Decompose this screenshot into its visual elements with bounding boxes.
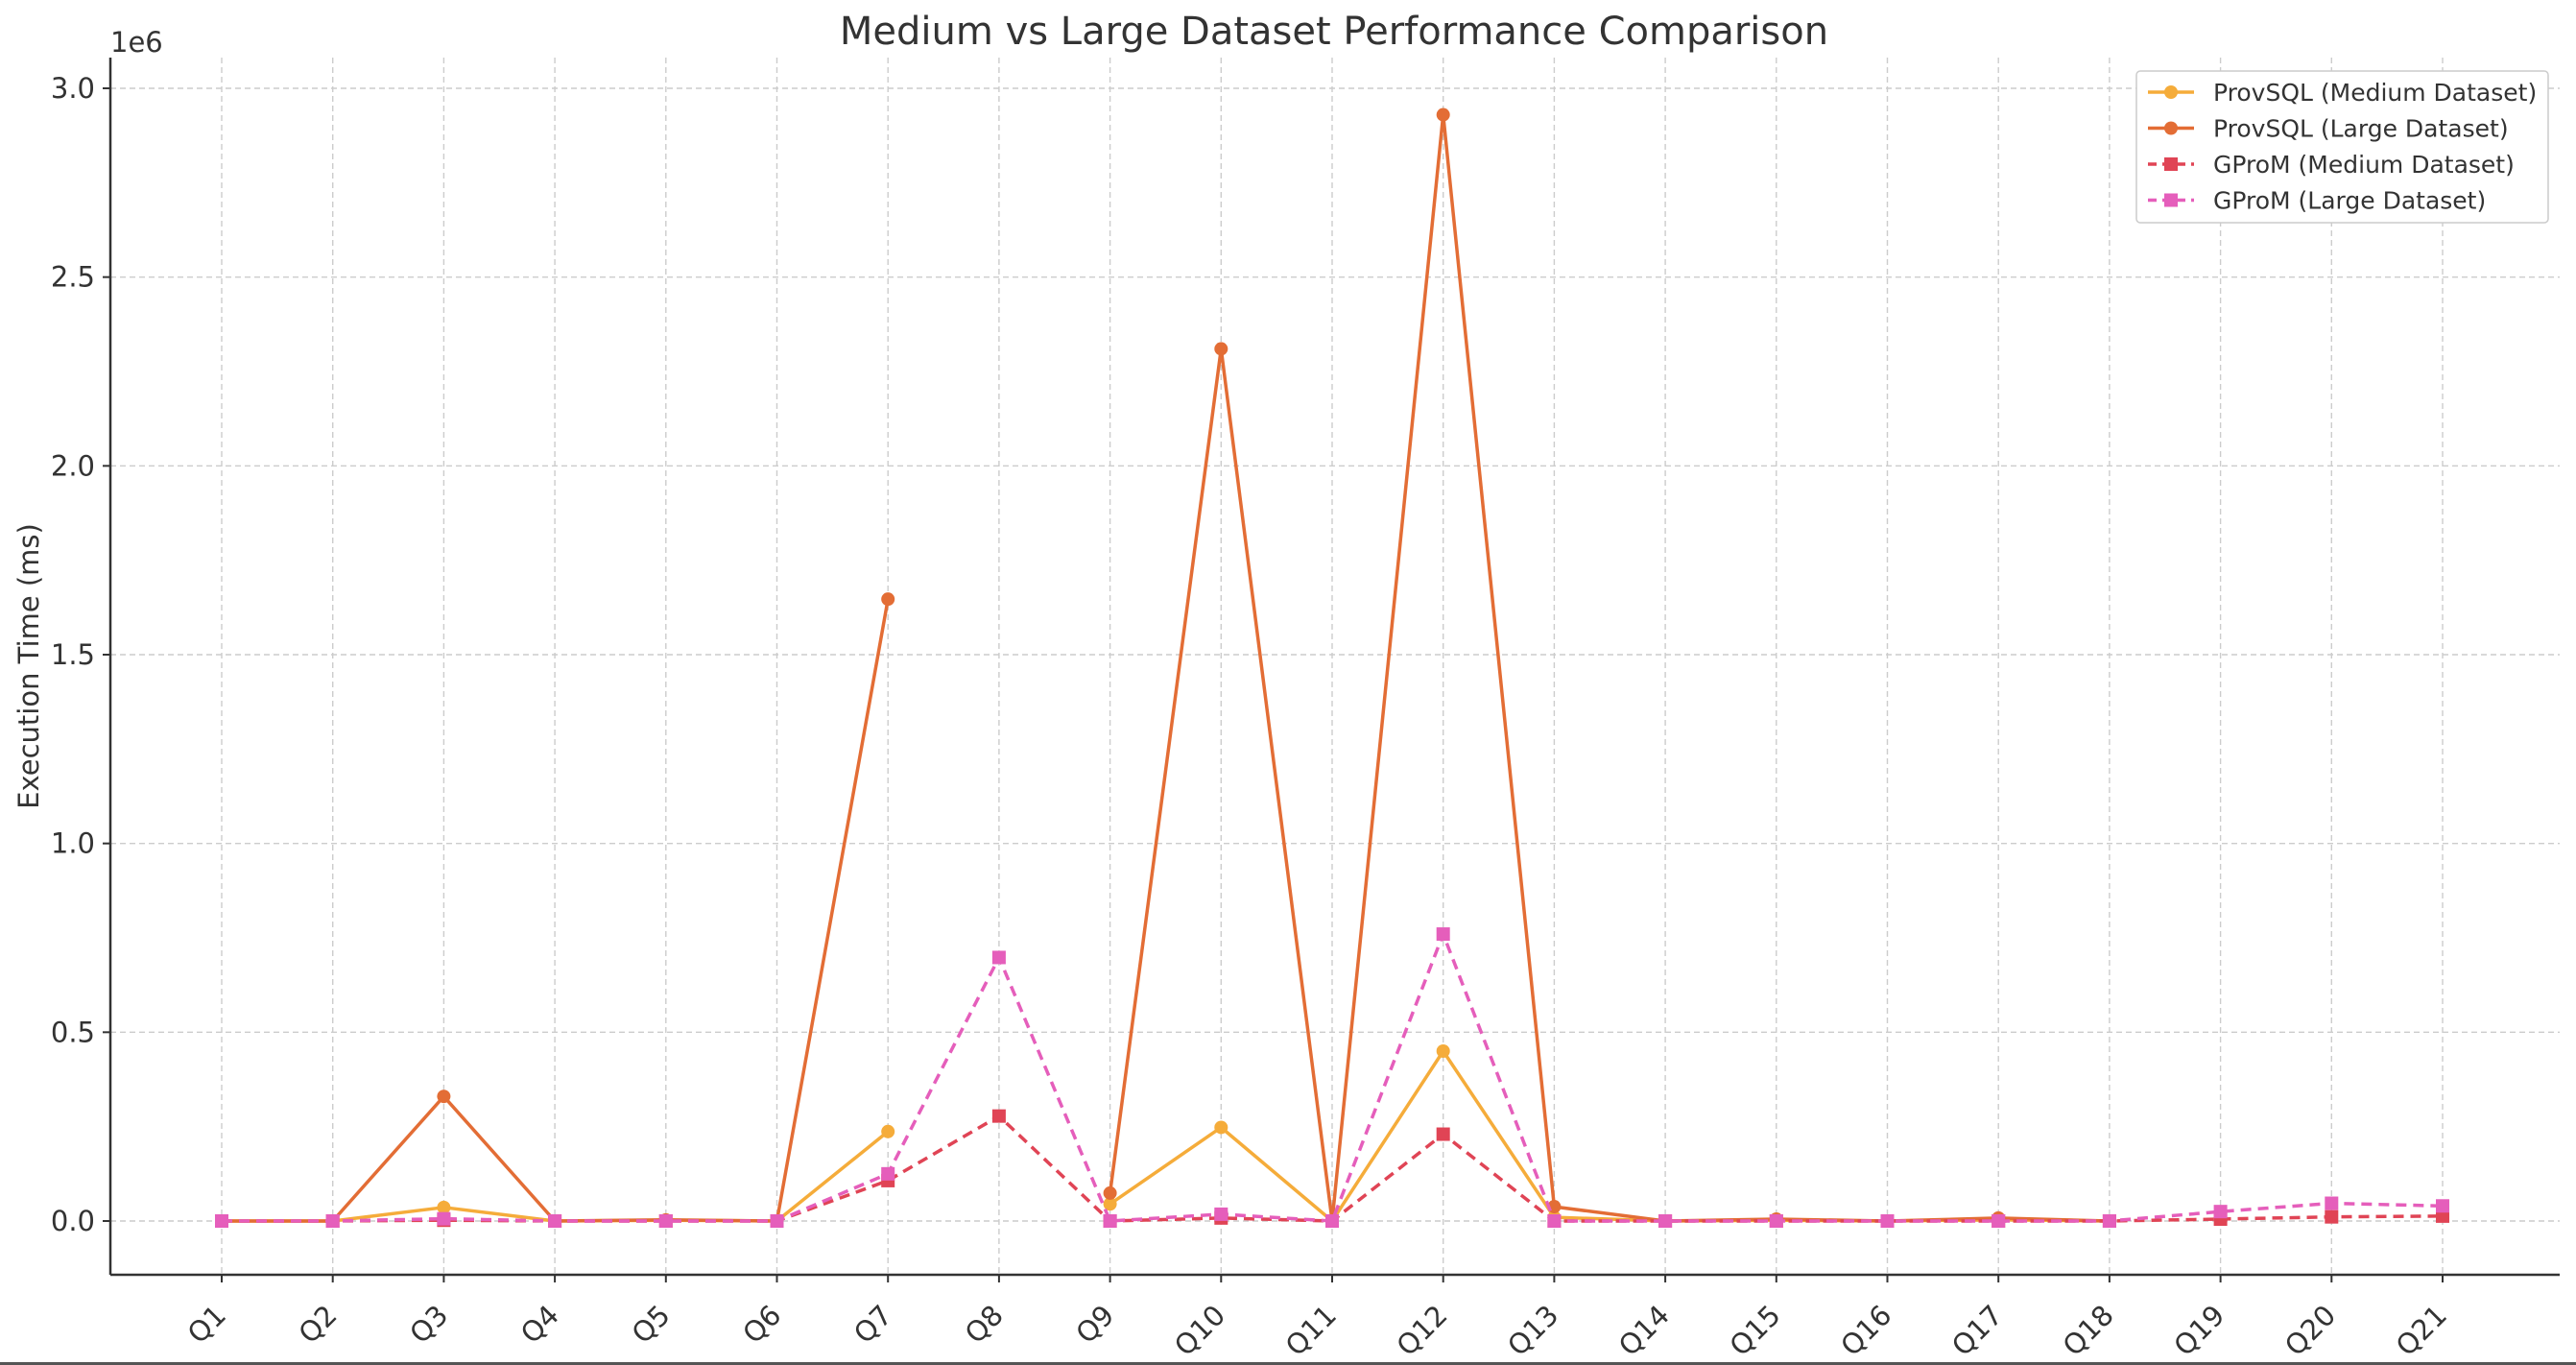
data-point-marker [1436,1044,1450,1058]
data-point-marker [548,1214,562,1228]
y-axis-offset-label: 1e6 [110,26,163,59]
series-group [215,927,2449,1228]
legend-marker [2164,193,2178,207]
data-point-marker [2436,1209,2449,1223]
series-lines [215,108,2449,1228]
data-point-marker [1880,1214,1895,1228]
legend-marker [2164,121,2178,135]
grid-lines [110,58,2560,1275]
axes [108,58,2560,1277]
window-bottom-edge [0,1362,2576,1365]
data-point-marker [1436,1127,1450,1141]
y-tick-label: 3.0 [51,72,95,105]
data-point-marker [1214,342,1228,356]
data-point-marker [1992,1214,2006,1228]
data-point-marker [991,950,1006,965]
legend-marker [2164,85,2178,99]
data-point-marker [881,592,895,607]
y-tick-label: 1.0 [51,827,95,860]
data-point-marker [991,1109,1006,1123]
legend-label: GProM (Medium Dataset) [2213,151,2515,179]
legend-label: ProvSQL (Medium Dataset) [2213,79,2537,107]
data-point-marker [2325,1209,2339,1224]
data-point-marker [437,1211,451,1226]
y-tick-label: 2.0 [51,449,95,482]
y-tick-label: 0.5 [51,1016,95,1048]
data-point-marker [215,1214,228,1228]
data-point-marker [1103,1185,1117,1200]
data-point-marker [1325,1214,1339,1228]
data-point-marker [1658,1214,1673,1228]
data-point-marker [770,1214,784,1228]
data-point-marker [1436,108,1450,122]
data-point-marker [1214,1120,1228,1135]
chart-title: Medium vs Large Dataset Performance Comp… [840,10,1828,54]
data-point-marker [881,1124,895,1138]
legend-label: GProM (Large Dataset) [2213,187,2486,215]
legend-marker [2164,157,2178,171]
legend-box [2135,70,2549,224]
data-point-marker [1103,1214,1117,1228]
data-point-marker [437,1200,451,1214]
data-point-marker [2325,1196,2339,1210]
y-tick-label: 1.5 [51,638,95,671]
data-point-marker [1214,1207,1228,1221]
data-point-marker [2213,1205,2228,1219]
y-tick-label: 2.5 [51,261,95,294]
legend-label: ProvSQL (Large Dataset) [2213,115,2509,143]
data-point-marker [1436,927,1450,942]
data-point-marker [658,1214,673,1228]
series-line [1108,112,2110,1223]
y-axis-ticks: 0.0 0.5 1.0 1.5 2.0 2.5 3.0 [51,72,110,1237]
data-point-marker [1103,1197,1117,1211]
data-point-marker [2436,1199,2449,1213]
data-point-marker [2102,1214,2116,1228]
data-point-marker [325,1214,340,1228]
y-tick-label: 0.0 [51,1205,95,1237]
data-point-marker [881,1166,895,1181]
data-point-marker [1769,1214,1783,1228]
data-point-marker [1547,1214,1562,1228]
legend: ProvSQL (Medium Dataset) ProvSQL (Large D… [2135,70,2549,224]
series-line [222,932,2444,1223]
data-point-marker [437,1090,451,1104]
y-axis-label: Execution Time (ms) [12,523,45,809]
